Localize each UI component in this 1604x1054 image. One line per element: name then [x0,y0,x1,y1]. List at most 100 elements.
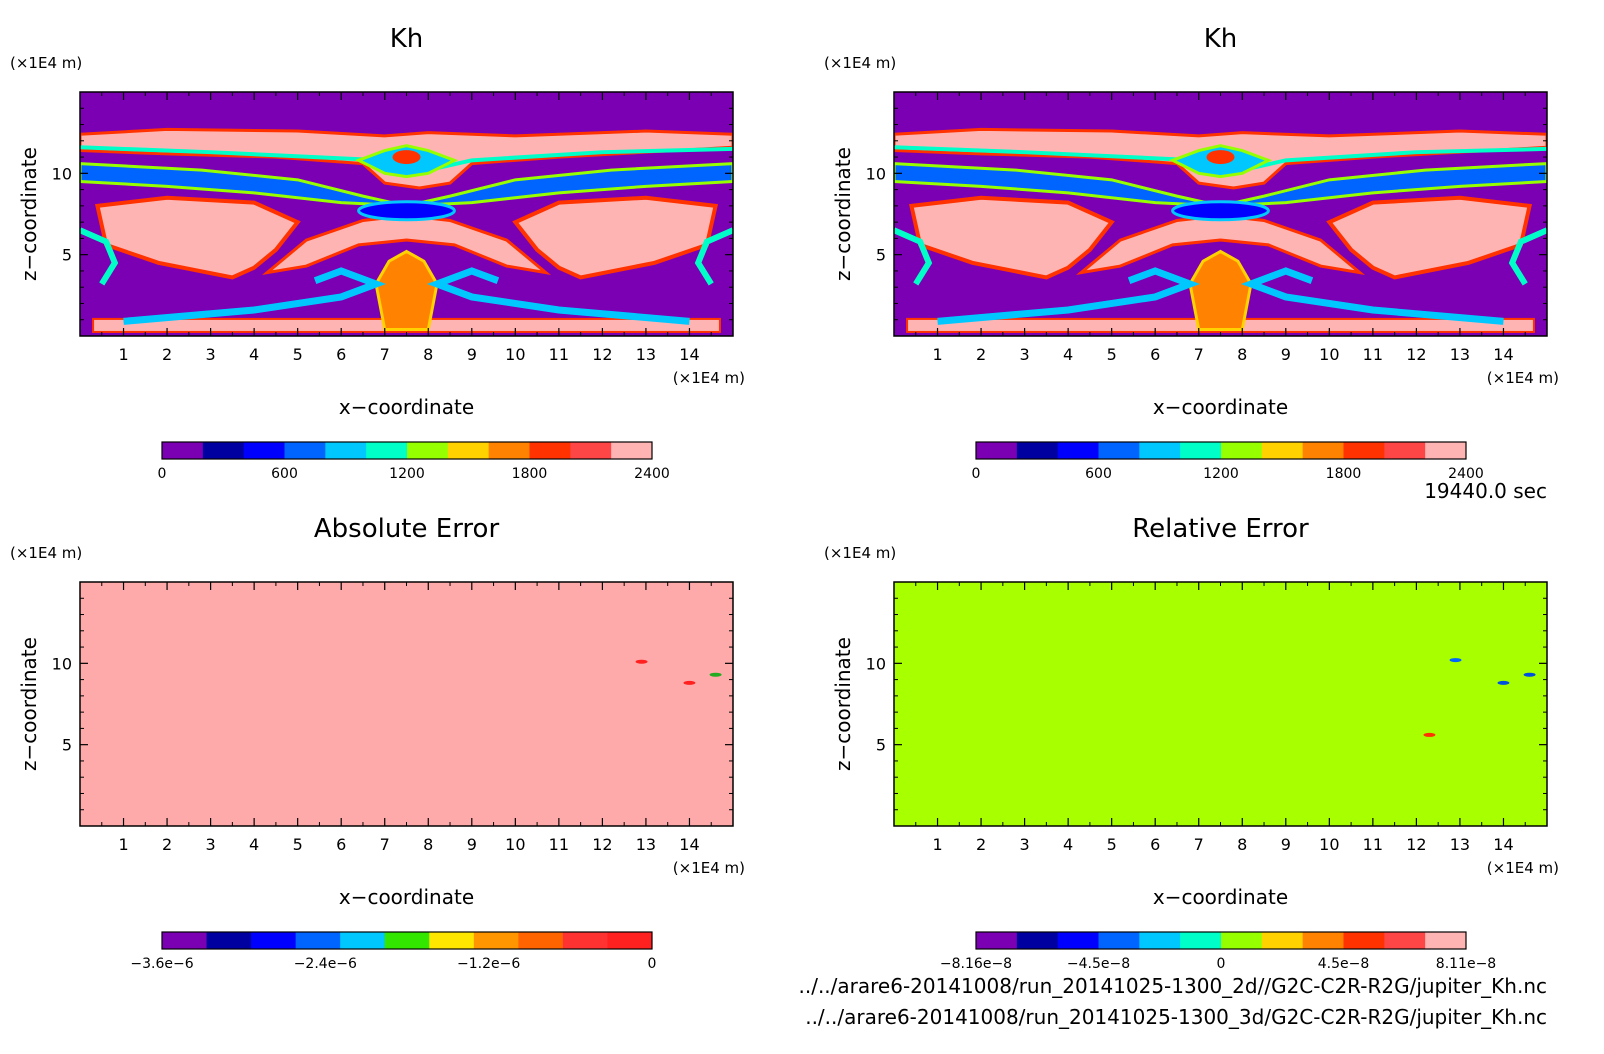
colorbar-swatch [1057,442,1099,459]
x-tick-label: 7 [1194,835,1204,854]
colorbar-tick-label: 2400 [1448,466,1484,482]
time-label: 19440.0 sec [1424,479,1547,503]
colorbar-swatch [407,442,449,459]
colorbar: −3.6e−6 −2.4e−6 −1.2e−6 0 [130,931,656,972]
x-axis-label: x−coordinate [1153,885,1288,909]
x-tick-label: 10 [505,345,525,364]
colorbar-swatch [1302,932,1344,949]
x-tick-label: 4 [1063,835,1073,854]
x-tick-label: 4 [1063,345,1073,364]
y-tick-label: 5 [876,736,886,755]
y-axis-label: z−coordinate [17,637,41,771]
colorbar: 0 600 1200 1800 2400 [972,441,1484,482]
x-tick-label: 5 [293,345,303,364]
colorbar-swatch [202,442,245,459]
colorbar-swatch [1139,442,1181,459]
right-edge-filament [694,227,733,286]
field-background [894,582,1547,826]
colorbar-tick-label: 1800 [512,466,548,482]
x-axis-label: x−coordinate [1153,395,1288,419]
colorbar-tick-label: 0 [1217,956,1226,972]
x-tick-label: 7 [380,345,390,364]
x-tick-label: 3 [1020,835,1030,854]
x-tick-label: 2 [976,345,986,364]
y-axis-label: z−coordinate [831,637,855,771]
y-unit-label: (×1E4 m) [10,54,82,72]
y-tick-label: 5 [62,736,72,755]
x-tick-label: 4 [249,345,259,364]
error-spot [1423,732,1436,737]
colorbar-swatch [1343,442,1385,459]
x-tick-label: 2 [162,835,172,854]
x-tick-label: 6 [1150,835,1160,854]
x-tick-label: 6 [336,345,346,364]
colorbar-swatch [1180,932,1222,949]
plot-area [80,582,733,826]
error-spot [1497,680,1510,685]
colorbar-swatch [611,442,653,459]
x-tick-label: 7 [1194,345,1204,364]
x-tick-label: 13 [1450,345,1470,364]
x-tick-label: 8 [1237,345,1247,364]
colorbar-frame [161,441,653,460]
left-lobe [94,195,301,280]
colorbar-swatch [1302,442,1344,459]
colorbar-swatch [251,932,297,949]
center-arc [1075,214,1366,275]
colorbar-tick-label: 2400 [634,466,670,482]
error-spot [709,672,722,677]
y-axis-label: z−coordinate [17,147,41,281]
top-upwelling-core [392,150,421,165]
x-tick-label: 9 [467,835,477,854]
colorbar-swatch [1016,442,1059,459]
x-tick-label: 10 [1319,345,1339,364]
colorbar-frame [161,931,653,950]
y-tick-label: 10 [866,654,886,673]
colorbar-swatch [295,932,341,949]
center-core [1171,200,1270,222]
plot-area [80,92,733,336]
x-tick-label: 1 [932,835,942,854]
colorbar-tick-label: −1.2e−6 [457,956,520,972]
plot-area [894,92,1547,336]
colorbar-tick-label: 1200 [1203,466,1239,482]
colorbar: −8.16e−8 −4.5e−8 0 4.5e−8 8.11e−8 [940,931,1496,972]
colorbar-swatch [1098,442,1140,459]
x-tick-label: 14 [679,345,699,364]
colorbar-frame [975,441,1467,460]
x-unit-label: (×1E4 m) [1487,369,1559,387]
center-plume [374,249,439,331]
y-tick-label: 5 [876,246,886,265]
lower-arc-left [937,267,1201,325]
colorbar-swatch [162,932,208,949]
right-edge-filament [1508,227,1547,286]
x-tick-label: 13 [636,835,656,854]
colorbar-swatch [447,442,490,459]
x-axis-label: x−coordinate [339,885,474,909]
x-tick-label: 11 [1363,835,1383,854]
x-tick-label: 1 [118,345,128,364]
center-core [357,200,456,222]
colorbar-swatch [1180,442,1222,459]
y-unit-label: (×1E4 m) [824,544,896,562]
colorbar-tick-label: −3.6e−6 [130,956,193,972]
left-edge-filament [80,227,119,286]
colorbar-swatch [340,932,386,949]
colorbar-tick-label: 1200 [389,466,425,482]
panel-title: Relative Error [1132,514,1309,544]
x-tick-label: 10 [505,835,525,854]
field-background [80,582,733,826]
x-tick-label: 12 [1406,835,1426,854]
colorbar-swatch [1139,932,1181,949]
x-tick-label: 5 [293,835,303,854]
x-tick-label: 9 [467,345,477,364]
colorbar-tick-label: −8.16e−8 [940,956,1012,972]
error-spot [1449,658,1462,663]
colorbar-swatch [976,932,1018,949]
x-tick-label: 14 [1493,345,1513,364]
colorbar-swatch [1343,932,1385,949]
